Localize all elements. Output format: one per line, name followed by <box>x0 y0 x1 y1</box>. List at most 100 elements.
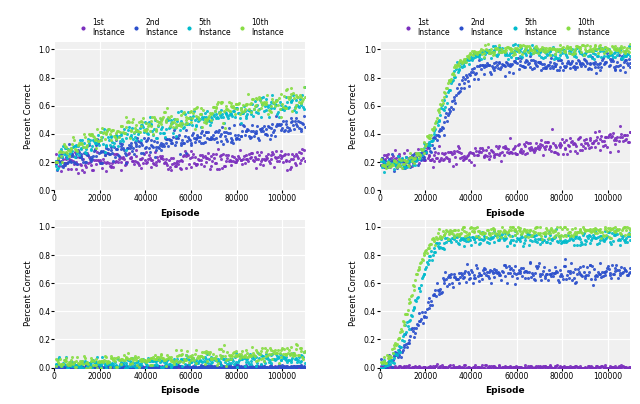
1st
Instance <box>147 156 157 163</box>
2nd
Instance <box>543 277 553 284</box>
10th
Instance <box>211 105 221 112</box>
10th
Instance <box>401 158 412 165</box>
10th
Instance <box>104 358 114 365</box>
10th
Instance <box>548 46 559 52</box>
5th
Instance <box>95 362 105 368</box>
5th
Instance <box>94 141 104 148</box>
1st
Instance <box>53 364 63 371</box>
10th
Instance <box>609 227 619 234</box>
5th
Instance <box>118 360 128 367</box>
1st
Instance <box>490 152 500 159</box>
2nd
Instance <box>277 362 287 368</box>
2nd
Instance <box>531 62 541 69</box>
1st
Instance <box>62 160 72 166</box>
1st
Instance <box>600 362 611 368</box>
2nd
Instance <box>158 141 168 147</box>
1st
Instance <box>421 364 431 371</box>
2nd
Instance <box>448 284 458 290</box>
5th
Instance <box>545 240 556 246</box>
10th
Instance <box>170 116 180 122</box>
2nd
Instance <box>211 127 221 134</box>
1st
Instance <box>141 364 152 371</box>
2nd
Instance <box>235 121 245 128</box>
2nd
Instance <box>92 362 102 369</box>
10th
Instance <box>84 131 94 138</box>
2nd
Instance <box>603 53 613 60</box>
5th
Instance <box>133 358 143 365</box>
1st
Instance <box>515 148 525 154</box>
5th
Instance <box>380 362 390 369</box>
2nd
Instance <box>255 364 265 370</box>
10th
Instance <box>253 107 263 113</box>
2nd
Instance <box>163 142 173 149</box>
1st
Instance <box>419 156 429 163</box>
1st
Instance <box>99 364 109 371</box>
1st
Instance <box>132 363 142 370</box>
5th
Instance <box>499 236 509 243</box>
2nd
Instance <box>552 67 562 73</box>
10th
Instance <box>455 57 465 63</box>
5th
Instance <box>397 155 407 161</box>
5th
Instance <box>243 358 253 365</box>
10th
Instance <box>260 345 270 351</box>
5th
Instance <box>217 353 227 360</box>
2nd
Instance <box>518 265 528 271</box>
5th
Instance <box>513 42 523 49</box>
10th
Instance <box>155 354 165 360</box>
10th
Instance <box>231 351 241 358</box>
5th
Instance <box>380 162 390 169</box>
10th
Instance <box>447 71 457 78</box>
1st
Instance <box>154 364 164 370</box>
2nd
Instance <box>241 364 252 370</box>
5th
Instance <box>75 137 85 143</box>
1st
Instance <box>585 135 595 141</box>
2nd
Instance <box>614 67 625 74</box>
10th
Instance <box>600 226 610 232</box>
1st
Instance <box>258 162 268 169</box>
2nd
Instance <box>388 167 399 174</box>
1st
Instance <box>456 364 467 371</box>
5th
Instance <box>214 109 224 115</box>
2nd
Instance <box>115 364 125 370</box>
1st
Instance <box>220 162 230 169</box>
10th
Instance <box>252 347 262 353</box>
10th
Instance <box>120 129 130 136</box>
2nd
Instance <box>484 274 495 281</box>
1st
Instance <box>622 364 632 371</box>
5th
Instance <box>512 234 522 241</box>
5th
Instance <box>609 231 619 238</box>
5th
Instance <box>444 237 454 243</box>
1st
Instance <box>448 362 458 368</box>
1st
Instance <box>496 364 506 371</box>
2nd
Instance <box>504 63 515 69</box>
5th
Instance <box>539 48 549 55</box>
5th
Instance <box>161 359 172 365</box>
10th
Instance <box>508 224 518 230</box>
2nd
Instance <box>161 363 172 370</box>
2nd
Instance <box>488 65 498 72</box>
2nd
Instance <box>380 164 390 170</box>
5th
Instance <box>163 356 173 362</box>
5th
Instance <box>491 231 501 238</box>
5th
Instance <box>566 233 577 239</box>
5th
Instance <box>290 104 300 110</box>
1st
Instance <box>56 363 66 370</box>
1st
Instance <box>96 160 106 166</box>
10th
Instance <box>385 355 395 362</box>
2nd
Instance <box>450 100 460 107</box>
10th
Instance <box>283 94 293 101</box>
1st
Instance <box>625 364 635 371</box>
1st
Instance <box>554 144 564 150</box>
10th
Instance <box>612 226 622 232</box>
1st
Instance <box>494 152 504 158</box>
2nd
Instance <box>412 320 422 327</box>
1st
Instance <box>462 153 472 159</box>
1st
Instance <box>568 364 579 370</box>
1st
Instance <box>417 364 427 371</box>
1st
Instance <box>597 138 607 144</box>
1st
Instance <box>422 155 433 161</box>
2nd
Instance <box>148 143 158 150</box>
5th
Instance <box>541 50 551 56</box>
10th
Instance <box>115 357 125 363</box>
10th
Instance <box>255 351 265 357</box>
